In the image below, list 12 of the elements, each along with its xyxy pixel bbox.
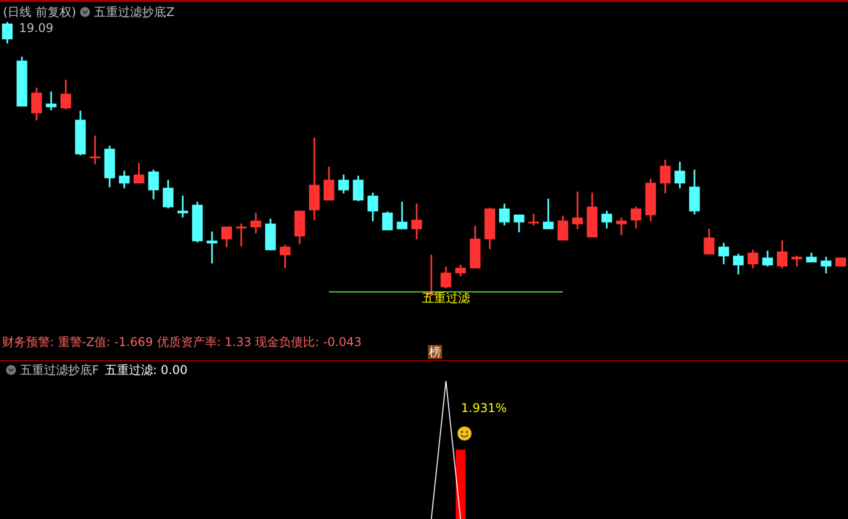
- text: 榜: [428, 345, 442, 359]
- chart-title: (日线 前复权): [3, 5, 76, 19]
- chart-subtitle: 五重过滤抄底Z: [94, 5, 174, 19]
- candlestick: [572, 192, 583, 230]
- series-label: 五重过滤: [422, 291, 470, 306]
- chart-subtitle: 五重过滤: 0.00: [104, 363, 188, 377]
- candlestick: [90, 136, 100, 164]
- text: 财务预警: 重警-Z值: -1.669 优质资产率: 1.33 现金负债比: -0.043: [2, 335, 362, 349]
- candlestick: [206, 232, 218, 264]
- chart-title: 五重过滤抄底F: [20, 363, 99, 377]
- annotation: 19.09: [19, 21, 54, 35]
- annotation: 1.931%: [461, 401, 507, 415]
